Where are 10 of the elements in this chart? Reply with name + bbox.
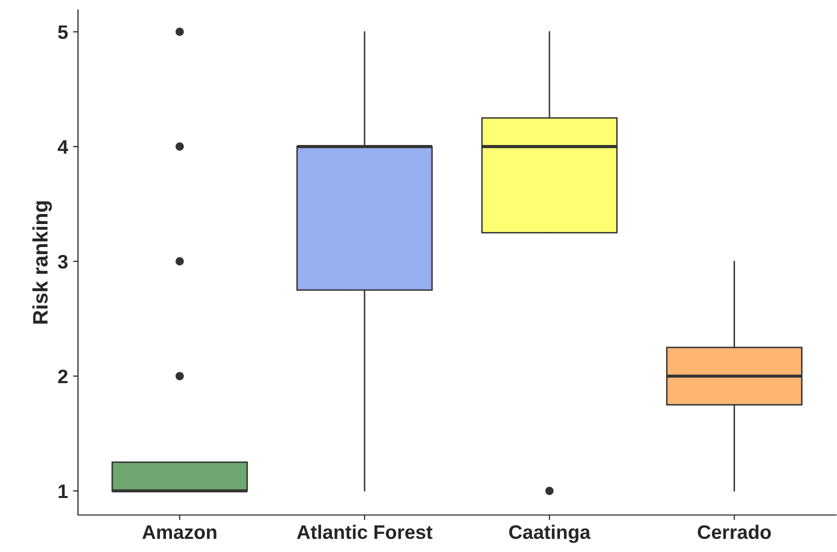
x-tick-label: Atlantic Forest: [296, 524, 432, 540]
x-tick-label: Cerrado: [698, 524, 771, 540]
y-tick-label: 5: [58, 25, 68, 40]
x-tick-label: Amazon: [142, 525, 216, 540]
y-tick-label: 1: [58, 484, 68, 498]
x-tick-label: Caatinga: [509, 524, 591, 543]
y-tick-label: 3: [58, 254, 68, 269]
y-tick-label: 2: [58, 370, 68, 384]
y-axis-title: Risk ranking: [32, 201, 52, 324]
y-tick-label: 4: [58, 140, 68, 154]
